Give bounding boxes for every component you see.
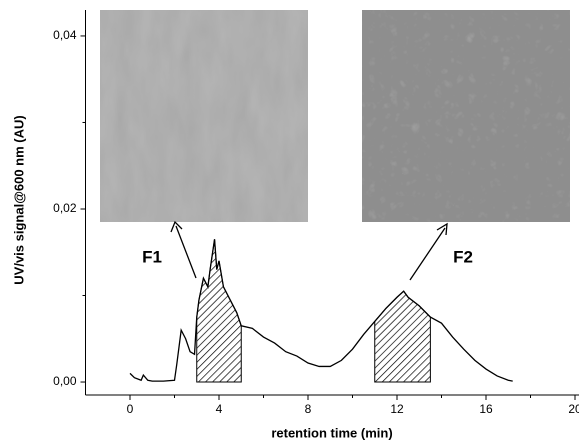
- annotation: F1: [142, 247, 162, 266]
- x-tick-label: 20: [568, 402, 579, 416]
- x-axis-label: retention time (min): [271, 425, 392, 440]
- y-tick-label: 0,00: [53, 374, 77, 388]
- x-tick-label: 16: [479, 402, 493, 416]
- arrows: [170, 220, 448, 281]
- line: [129, 239, 513, 382]
- micrograph-f1: [100, 10, 308, 222]
- x-tick-label: 12: [390, 402, 404, 416]
- micrograph-f2: [362, 10, 570, 222]
- x-tick-label: 4: [216, 402, 223, 416]
- axes: 0 4 8 12 16 20 0,00 0,02 0,04: [53, 10, 579, 416]
- annotation: F2: [453, 247, 473, 266]
- x-tick-label: 0: [127, 402, 134, 416]
- shaded-fraction: [374, 290, 431, 383]
- y-tick-label: 0,02: [53, 201, 77, 215]
- shaded-fraction: [196, 239, 242, 383]
- x-tick-label: 8: [305, 402, 312, 416]
- y-tick-label: 0,04: [53, 28, 77, 42]
- y-axis-label: UV/vis signal@600 nm (AU): [11, 115, 26, 284]
